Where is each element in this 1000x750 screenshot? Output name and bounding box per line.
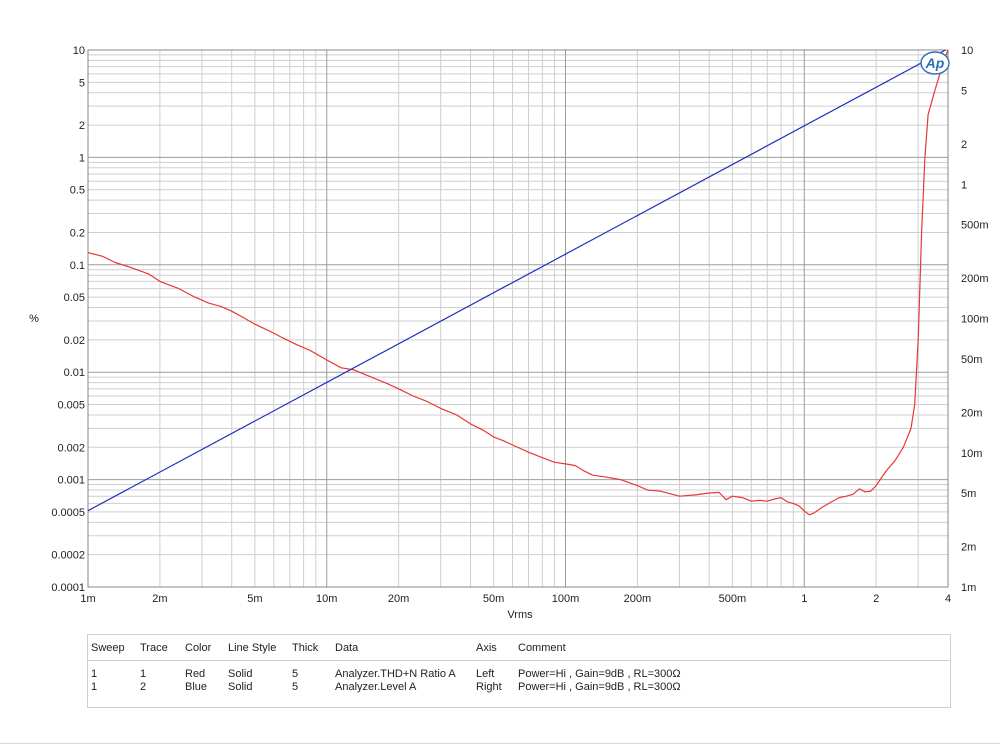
legend-cell-data: Analyzer.Level A: [335, 681, 417, 693]
y-left-tick-label: 2: [79, 120, 85, 132]
x-tick-label: 50m: [483, 593, 504, 605]
legend-cell-line-style: Solid: [228, 681, 253, 693]
legend-cell-line-style: Solid: [228, 668, 253, 680]
level-series-line: [87, 49, 946, 512]
x-tick-label: 10m: [316, 593, 337, 605]
y-left-tick-label: 1: [79, 152, 85, 164]
x-axis-label: Vrms: [507, 609, 533, 621]
legend-header-sweep: Sweep: [91, 642, 125, 654]
ap-logo-ring: [920, 51, 950, 75]
chart: 1m 2m 5m 10m 20m 50m 100m 200m 500m 1 2 4 10 5 2 1 0.5 0…: [29, 45, 989, 621]
x-tick-label: 20m: [388, 593, 409, 605]
legend-table: Sweep Trace Color Line Style Thick Data …: [87, 634, 951, 708]
legend-cell-thick: 5: [292, 681, 299, 693]
y-right-tick-label: 1m: [961, 582, 976, 594]
y-right-tick-label: 500m: [961, 220, 989, 232]
grid-major-lines: [87, 50, 948, 587]
y-left-tick-label: 5: [79, 77, 85, 89]
legend-cell-sweep: 1: [91, 668, 98, 680]
legend-cell-color: Red: [185, 668, 206, 680]
legend-header-axis: Axis: [476, 642, 497, 654]
legend-header-line-style: Line Style: [228, 642, 277, 654]
series-layer: [87, 49, 949, 516]
legend-header-trace: Trace: [140, 642, 168, 654]
legend-header-row: Sweep Trace Color Line Style Thick Data …: [88, 635, 950, 661]
legend-cell-color: Blue: [185, 681, 208, 693]
x-tick-label: 4: [945, 593, 951, 605]
legend-cell-comment: Power=Hi , Gain=9dB , RL=300Ω: [518, 681, 681, 693]
y-left-tick-label: 0.02: [64, 335, 85, 347]
x-tick-label: 1m: [80, 593, 95, 605]
legend-cell-comment: Power=Hi , Gain=9dB , RL=300Ω: [518, 668, 681, 680]
x-tick-label: 5m: [247, 593, 262, 605]
y-left-tick-label: 0.5: [70, 185, 85, 197]
plot-area-frame: [87, 49, 949, 588]
x-tick-label: 200m: [624, 593, 652, 605]
y-right-tick-label: 1: [961, 179, 967, 191]
ap-logo: Ap: [920, 51, 950, 75]
legend-header-data: Data: [335, 642, 359, 654]
y-left-axis-ticks: 10 5 2 1 0.5 0.2 0.1 0.05 0.02 0.01 0.005 0.002 0.00…: [51, 45, 85, 594]
y-left-tick-label: 0.0001: [51, 582, 85, 594]
y-left-tick-label: 0.002: [57, 442, 85, 454]
y-left-tick-label: 0.2: [70, 227, 85, 239]
legend-cell-trace: 1: [140, 668, 147, 680]
x-tick-label: 500m: [719, 593, 747, 605]
legend-cell-thick: 5: [292, 668, 299, 680]
y-left-tick-label: 10: [73, 45, 85, 57]
x-tick-label: 1: [801, 593, 807, 605]
y-right-axis-ticks: 10 5 2 1 500m 200m 100m 50m 20m 10m 5m 2m 1m: [961, 45, 989, 594]
y-left-axis-label: %: [29, 313, 39, 325]
grid-minor-lines: [88, 50, 949, 587]
thd-n-ratio-series-line: [87, 49, 949, 516]
y-left-tick-label: 0.001: [57, 475, 85, 487]
legend-cell-axis: Left: [476, 668, 495, 680]
y-right-tick-label: 5m: [961, 488, 976, 500]
y-left-tick-label: 0.05: [64, 292, 85, 304]
legend-header-color: Color: [185, 642, 212, 654]
legend-cell-axis: Right: [476, 681, 502, 693]
y-right-tick-label: 200m: [961, 273, 989, 285]
legend-cell-sweep: 1: [91, 681, 98, 693]
y-left-tick-label: 0.1: [70, 260, 85, 272]
x-axis-ticks: 1m 2m 5m 10m 20m 50m 100m 200m 500m 1 2 4: [80, 593, 951, 605]
legend-cell-trace: 2: [140, 681, 147, 693]
ap-logo-text: Ap: [925, 55, 945, 71]
x-tick-label: 2: [873, 593, 879, 605]
y-right-tick-label: 10: [961, 45, 973, 57]
y-left-tick-label: 0.005: [57, 400, 85, 412]
y-left-tick-label: 0.0002: [51, 550, 85, 562]
x-tick-label: 100m: [552, 593, 580, 605]
bottom-divider: [0, 743, 1000, 744]
y-left-tick-label: 0.0005: [51, 507, 85, 519]
y-left-tick-label: 0.01: [64, 367, 85, 379]
y-right-tick-label: 20m: [961, 407, 982, 419]
y-right-tick-label: 2: [961, 139, 967, 151]
y-right-tick-label: 2m: [961, 542, 976, 554]
y-right-tick-label: 50m: [961, 354, 982, 366]
y-right-tick-label: 10m: [961, 448, 982, 460]
x-tick-label: 2m: [152, 593, 167, 605]
legend-header-comment: Comment: [518, 642, 566, 654]
legend-header-thick: Thick: [292, 642, 319, 654]
y-right-tick-label: 5: [961, 85, 967, 97]
y-right-tick-label: 100m: [961, 314, 989, 326]
legend-cell-data: Analyzer.THD+N Ratio A: [335, 668, 456, 680]
